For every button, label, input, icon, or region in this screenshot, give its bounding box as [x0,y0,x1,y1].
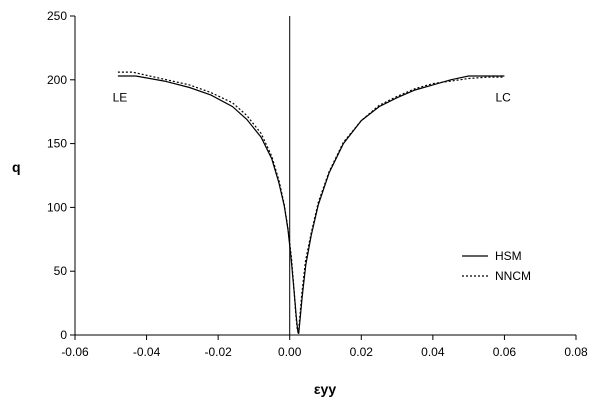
series-line-hsm [117,75,300,334]
y-tick-label: 100 [47,200,67,214]
y-axis-title: q [12,159,21,175]
legend: HSM NNCM [462,249,531,283]
y-tick-label: 150 [47,137,67,151]
y-tick-label: 0 [60,328,67,342]
legend-label-nncm: NNCM [495,269,531,283]
annotation-label: LE [113,90,128,104]
series-layer [117,71,505,334]
x-tick-label: 0.08 [564,345,588,359]
x-tick-label: 0.02 [350,345,374,359]
x-tick-label: -0.06 [61,345,89,359]
y-tick-label: 250 [47,9,67,23]
series-line-nncm [297,76,505,334]
x-tick-label: 0.04 [421,345,445,359]
tick-labels: 0 50 100 150 200 250 -0.06 -0.04 -0.02 0.00 0.02 0.… [47,9,588,359]
x-tick-label: -0.02 [204,345,232,359]
y-tick-label: 200 [47,73,67,87]
annotation-label: LC [495,90,511,104]
series-line-hsm [298,75,505,334]
x-tick-label: 0.06 [493,345,517,359]
x-tick-label: -0.04 [133,345,161,359]
annotations: LE LC [113,90,512,104]
x-tick-label: 0.00 [278,345,302,359]
legend-label-hsm: HSM [495,249,522,263]
y-tick-label: 50 [54,264,68,278]
x-axis-title: εyy [314,381,336,397]
axes [70,15,577,340]
